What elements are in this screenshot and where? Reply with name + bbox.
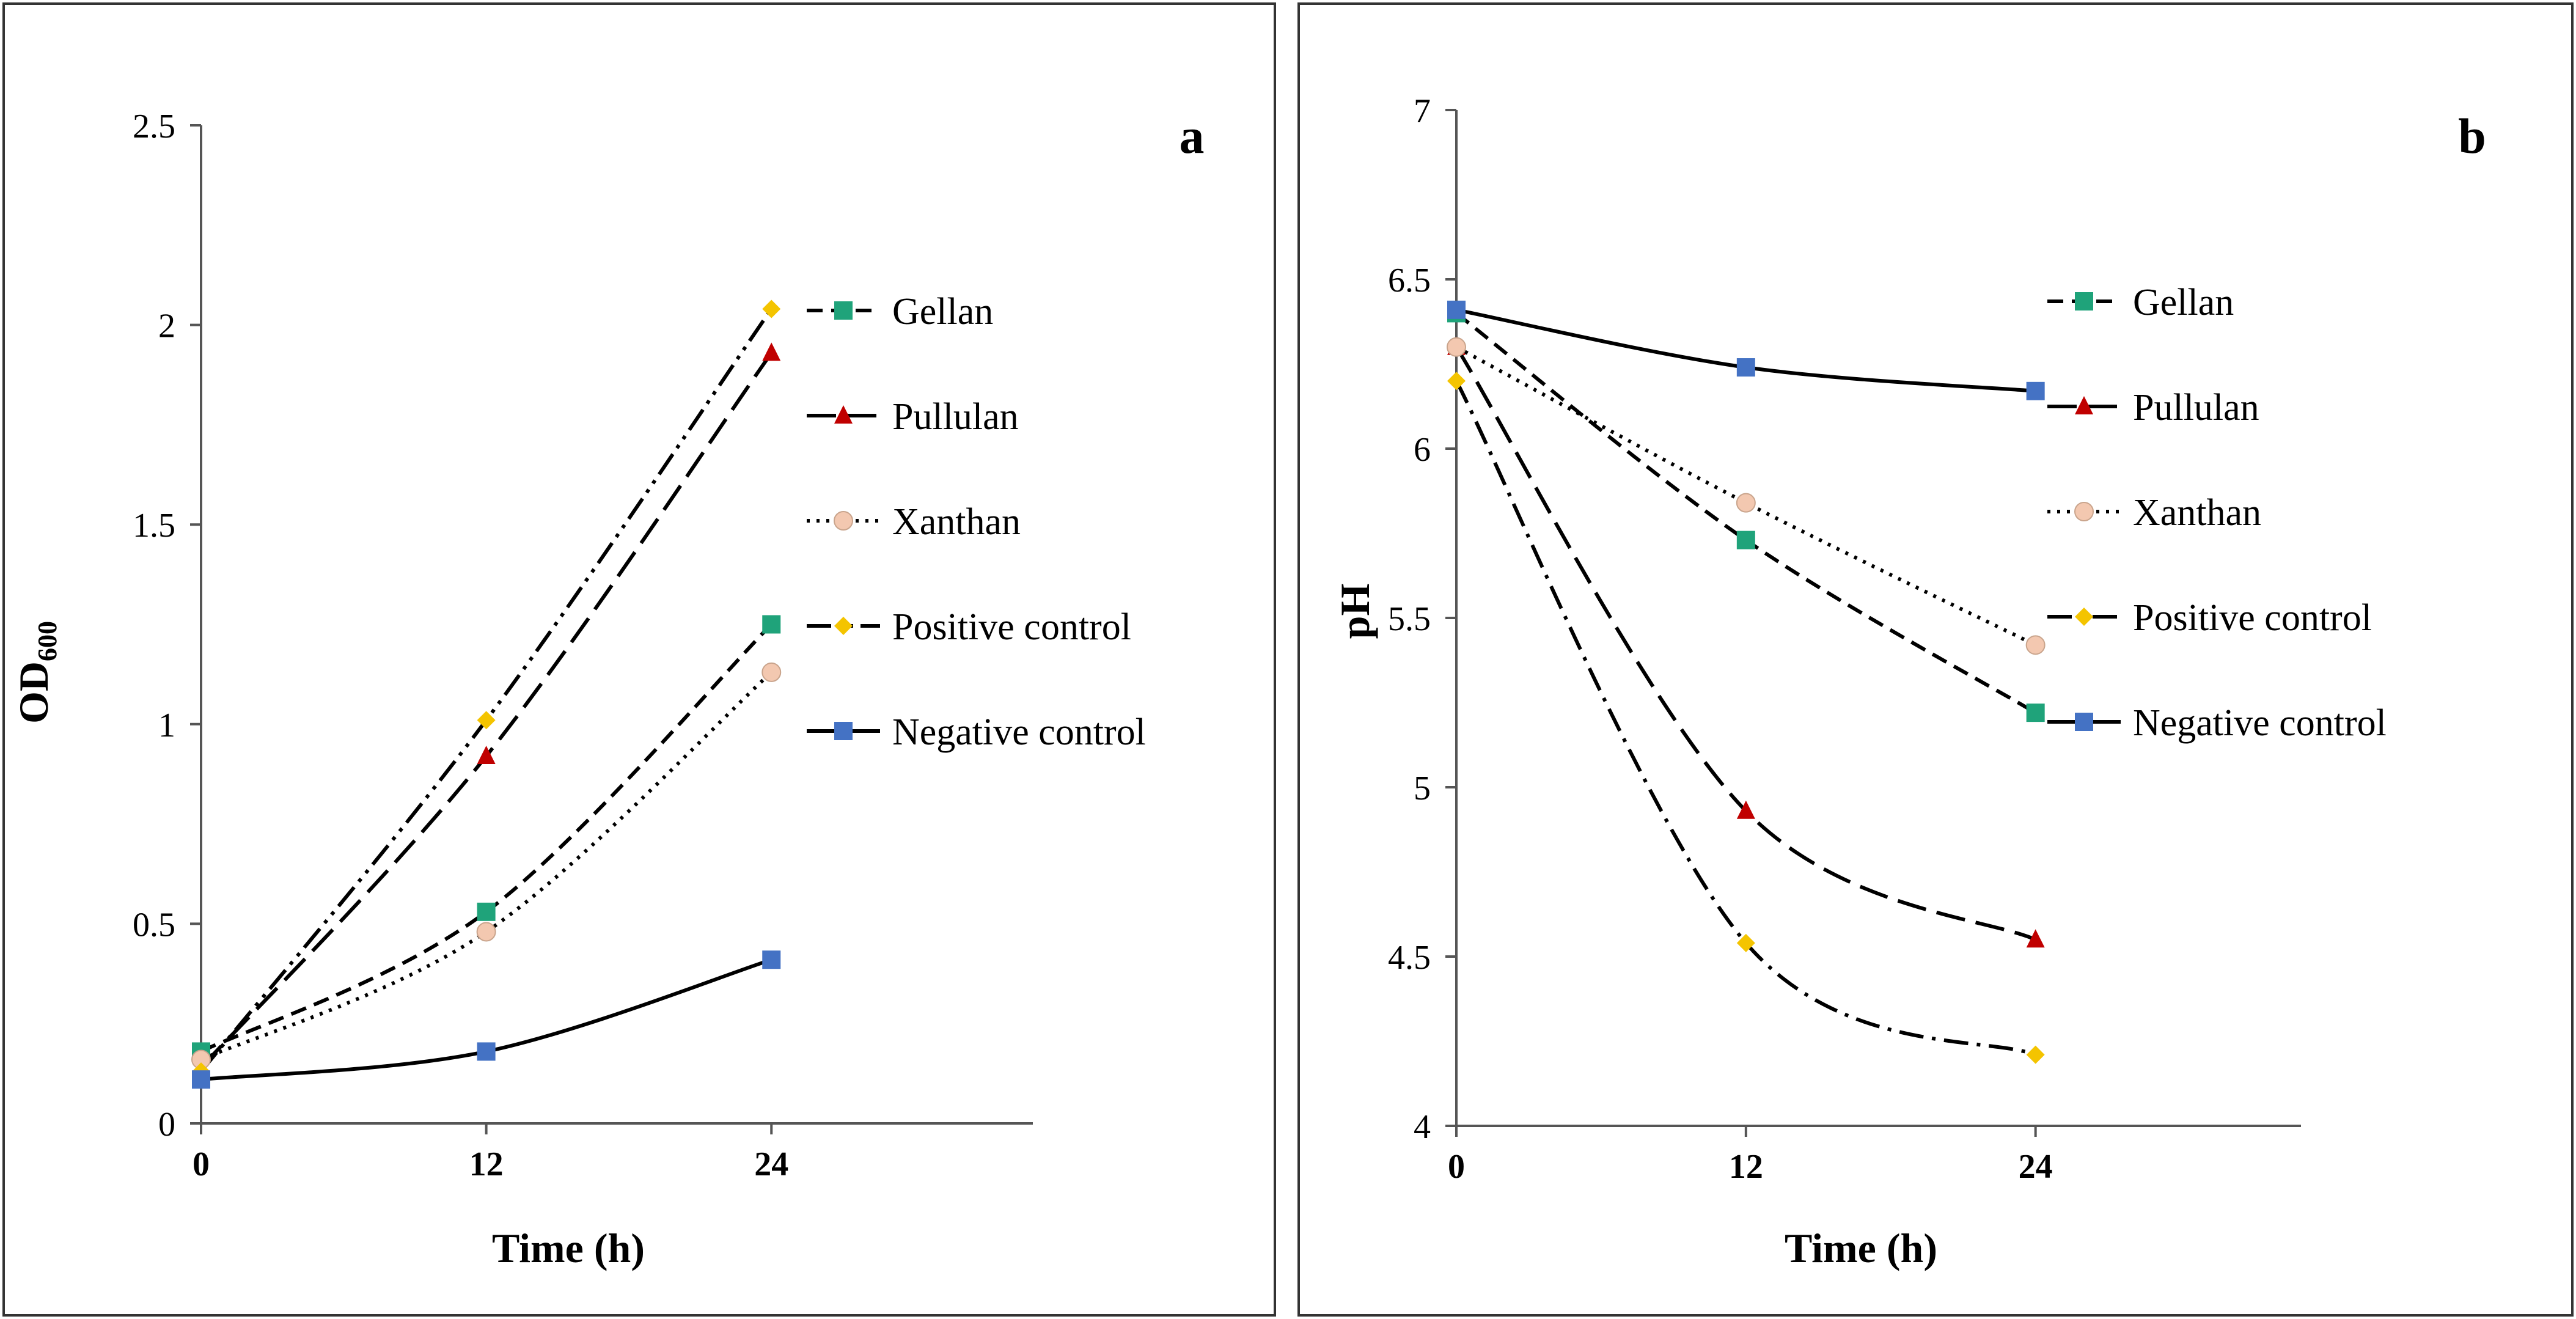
panel-b-ylabel: pH bbox=[1332, 584, 1378, 639]
pa-xtick-label: 24 bbox=[754, 1145, 788, 1183]
pa-ytick-label: 0.5 bbox=[133, 906, 175, 944]
pb-xtick-label: 0 bbox=[1448, 1148, 1465, 1186]
pb-line-xanthan bbox=[1455, 345, 2037, 647]
pa-legend-label: Gellan bbox=[892, 291, 993, 333]
pb-point-negative-control bbox=[2026, 381, 2045, 400]
pb-ytick-label: 7 bbox=[1414, 92, 1431, 130]
panel-a-letter: a bbox=[1180, 108, 1205, 164]
pb-point-negative-control bbox=[1736, 358, 1755, 377]
pa-legend-label: Negative control bbox=[892, 711, 1146, 753]
pa-point-gellan bbox=[762, 615, 781, 634]
pb-point-gellan bbox=[2026, 704, 2045, 722]
pa-ytick-label: 2 bbox=[158, 307, 175, 345]
pa-legend-label: Positive control bbox=[892, 606, 1131, 648]
pa-ytick-label: 0 bbox=[158, 1106, 175, 1144]
pa-ytick-label: 1.5 bbox=[133, 507, 175, 545]
pa-point-negative-control bbox=[192, 1070, 210, 1089]
pb-xtick-label: 12 bbox=[1729, 1148, 1763, 1186]
panel-a-ylabel-sub: 600 bbox=[32, 621, 62, 661]
pa-legend-label: Pullulan bbox=[892, 396, 1019, 438]
panel-b-labels: 4 4.5 5 5.5 6 6.5 7 0 12 24 bbox=[1388, 92, 2053, 1186]
pa-legend-label: Xanthan bbox=[892, 501, 1021, 543]
panel-b-axes bbox=[1445, 109, 2301, 1137]
pa-point-negative-control bbox=[762, 950, 781, 969]
panel-a-ylabel: OD600 bbox=[10, 621, 62, 724]
pa-point-xanthan bbox=[476, 922, 496, 942]
pa-legend-marker bbox=[834, 405, 853, 424]
pa-point-gellan bbox=[477, 902, 496, 921]
pb-legend-label: Negative control bbox=[2133, 702, 2387, 744]
panel-a-legend: Gellan Pullulan Xanthan Positive control Neg… bbox=[807, 291, 1146, 753]
pb-point-xanthan bbox=[2025, 635, 2046, 655]
pb-ytick-label: 5.5 bbox=[1388, 600, 1431, 638]
pb-ytick-label: 6.5 bbox=[1388, 262, 1431, 299]
pb-ytick-label: 6 bbox=[1414, 431, 1431, 469]
pb-ytick-label: 5 bbox=[1414, 770, 1431, 807]
pb-point-xanthan bbox=[1736, 493, 1756, 513]
pa-line-xanthan bbox=[200, 671, 773, 1062]
pb-legend-marker bbox=[2075, 608, 2093, 626]
panel-a-markers bbox=[191, 299, 782, 1089]
pb-legend-label: Positive control bbox=[2133, 597, 2372, 639]
pb-point-pullulan bbox=[1736, 800, 1755, 819]
pb-ytick-label: 4.5 bbox=[1388, 939, 1431, 977]
pa-legend-marker bbox=[834, 511, 853, 531]
pb-point-positive-control bbox=[1736, 933, 1755, 952]
pa-point-positive-control bbox=[762, 299, 781, 318]
pb-legend-label: Xanthan bbox=[2133, 492, 2261, 534]
pa-point-xanthan bbox=[761, 662, 782, 682]
pb-line-pullulan bbox=[1455, 346, 2036, 942]
pb-point-gellan bbox=[1736, 531, 1755, 549]
pb-legend-marker bbox=[2075, 396, 2093, 414]
pa-point-pullulan bbox=[762, 342, 781, 361]
panel-b-markers bbox=[1447, 300, 2046, 1064]
panel-b-ylabel-main: pH bbox=[1332, 584, 1378, 639]
panel-a-frame bbox=[2, 2, 1276, 1317]
panel-a-axes bbox=[190, 124, 1033, 1134]
pb-point-negative-control bbox=[1447, 300, 1466, 319]
panel-b-letter: b bbox=[2458, 108, 2486, 164]
panel-b-legend: Gellan Pullulan Xanthan Positive control Neg… bbox=[2047, 282, 2387, 744]
panel-a-xlabel: Time (h) bbox=[492, 1225, 645, 1271]
panel-b-xlabel: Time (h) bbox=[1785, 1225, 1937, 1271]
pb-legend-marker bbox=[2074, 502, 2094, 521]
pa-ytick-label: 2.5 bbox=[133, 108, 175, 145]
pa-legend-marker bbox=[834, 617, 853, 635]
pa-legend-marker bbox=[834, 722, 853, 740]
pa-point-pullulan bbox=[477, 746, 496, 765]
pa-xtick-label: 12 bbox=[469, 1145, 504, 1183]
pa-ytick-label: 1 bbox=[158, 707, 175, 744]
panel-b: 4 4.5 5 5.5 6 6.5 7 0 12 24 Gellan Pullulan Xanthan… bbox=[1332, 92, 2486, 1271]
pa-point-positive-control bbox=[477, 711, 496, 730]
pb-point-positive-control bbox=[2026, 1045, 2045, 1064]
pb-legend-marker bbox=[2075, 713, 2093, 731]
pb-legend-label: Pullulan bbox=[2133, 387, 2259, 428]
pb-point-xanthan bbox=[1447, 337, 1466, 357]
pb-point-pullulan bbox=[2026, 929, 2045, 948]
pa-xtick-label: 0 bbox=[193, 1145, 210, 1183]
panel-a-labels: 0 0.5 1 1.5 2 2.5 0 12 24 bbox=[133, 108, 788, 1183]
pa-legend-marker bbox=[834, 301, 853, 320]
pb-ytick-label: 4 bbox=[1414, 1108, 1431, 1146]
pb-xtick-label: 24 bbox=[2019, 1148, 2053, 1186]
panel-b-frame bbox=[1297, 2, 2574, 1317]
pa-point-negative-control bbox=[477, 1042, 496, 1061]
pb-point-positive-control bbox=[1447, 372, 1466, 391]
pb-line-positive-control bbox=[1455, 380, 2036, 1057]
panel-a-ylabel-main: OD bbox=[10, 661, 57, 724]
pb-legend-label: Gellan bbox=[2133, 282, 2234, 323]
pb-legend-marker bbox=[2075, 292, 2093, 310]
panel-a: 0 0.5 1 1.5 2 2.5 0 12 24 Gellan Pullulan Xanthan P… bbox=[10, 108, 1205, 1271]
